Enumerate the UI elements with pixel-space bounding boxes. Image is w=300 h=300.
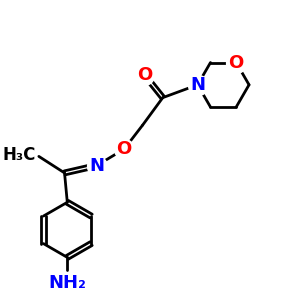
Text: H₃C: H₃C — [3, 146, 36, 164]
Text: N: N — [89, 157, 104, 175]
Text: O: O — [229, 53, 244, 71]
Text: NH₂: NH₂ — [48, 274, 86, 292]
Text: N: N — [190, 76, 205, 94]
Text: O: O — [117, 140, 132, 158]
Text: O: O — [137, 66, 152, 84]
